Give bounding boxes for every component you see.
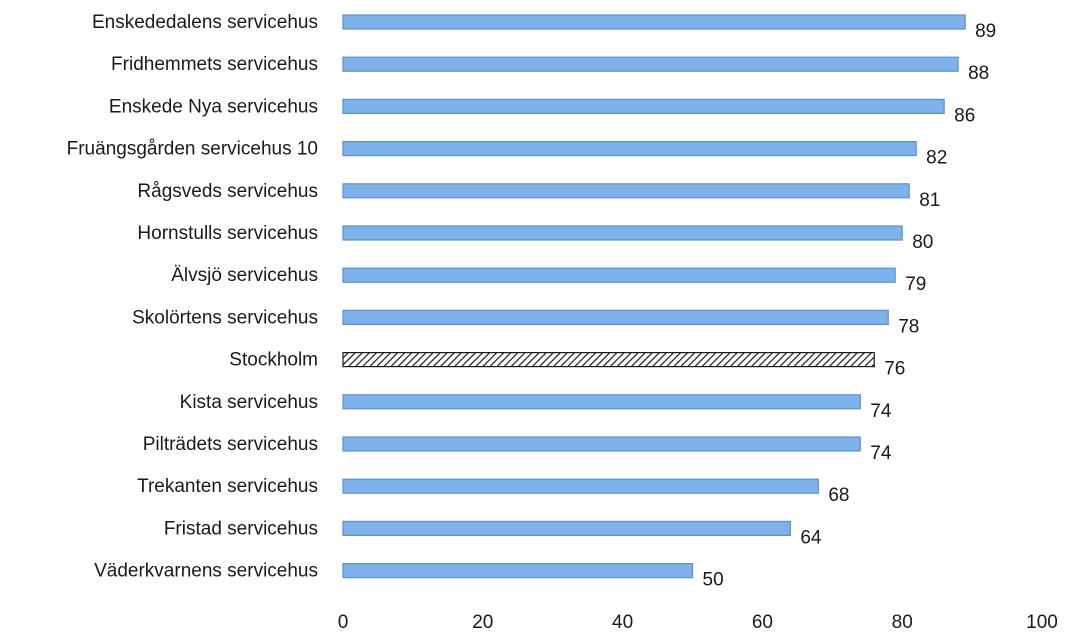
category-label-piltradets-servicehus: Pilträdets servicehus (143, 434, 318, 455)
category-label-hornstulls-servicehus: Hornstulls servicehus (137, 223, 318, 244)
category-label-alvsjo-servicehus: Älvsjö servicehus (171, 265, 318, 286)
category-label-vaderkvarnens-servicehus: Väderkvarnens servicehus (94, 561, 318, 582)
value-label-enskede-nya-servicehus: 86 (954, 105, 975, 126)
category-labels: Enskededalens servicehus Fridhemmets serv… (67, 12, 318, 582)
value-labels: 89 88 86 82 81 80 79 78 76 74 74 68 64 50 (703, 21, 997, 591)
bar-fristad-servicehus (342, 520, 791, 537)
bar-hornstulls-servicehus (342, 225, 903, 241)
value-label-trekanten-servicehus: 68 (828, 485, 849, 506)
category-label-fridhemmets-servicehus: Fridhemmets servicehus (111, 54, 318, 75)
bar-skolortens-servicehus (342, 309, 889, 325)
value-label-kista-servicehus: 74 (870, 401, 892, 422)
x-axis-ticks: 0 20 40 60 80 100 (338, 612, 1058, 633)
value-label-fristad-servicehus: 64 (800, 527, 822, 548)
value-label-piltradets-servicehus: 74 (870, 443, 892, 464)
value-label-fridhemmets-servicehus: 88 (968, 63, 989, 84)
category-label-stockholm: Stockholm (229, 350, 318, 371)
bar-fruangsgarden-servicehus-10 (342, 141, 917, 157)
value-label-hornstulls-servicehus: 80 (912, 232, 933, 253)
bar-stockholm (342, 352, 875, 368)
bar-vaderkvarnens-servicehus (342, 562, 694, 579)
category-label-ragsveds-servicehus: Rågsveds servicehus (137, 181, 318, 202)
bar-ragsveds-servicehus (342, 183, 910, 199)
bar-enskededalens-servicehus (342, 14, 966, 30)
category-label-enskede-nya-servicehus: Enskede Nya servicehus (109, 96, 318, 117)
bar-trekanten-servicehus (342, 478, 819, 494)
x-tick-label-40: 40 (612, 612, 633, 633)
value-label-ragsveds-servicehus: 81 (919, 190, 940, 211)
x-tick-label-20: 20 (472, 612, 493, 633)
category-label-enskededalens-servicehus: Enskededalens servicehus (92, 12, 318, 33)
x-tick-label-80: 80 (892, 612, 913, 633)
value-label-skolortens-servicehus: 78 (898, 316, 919, 337)
bar-alvsjo-servicehus (342, 267, 896, 283)
bar-enskede-nya-servicehus (342, 98, 945, 115)
x-tick-label-60: 60 (752, 612, 773, 633)
category-label-fristad-servicehus: Fristad servicehus (164, 518, 318, 539)
category-label-skolortens-servicehus: Skolörtens servicehus (132, 307, 318, 328)
x-tick-label-0: 0 (338, 612, 349, 633)
value-label-alvsjo-servicehus: 79 (905, 274, 926, 295)
category-label-kista-servicehus: Kista servicehus (180, 392, 318, 413)
bar-kista-servicehus (342, 394, 861, 410)
bar-fridhemmets-servicehus (342, 56, 959, 72)
category-label-trekanten-servicehus: Trekanten servicehus (137, 476, 318, 497)
value-label-fruangsgarden-servicehus-10: 82 (926, 148, 947, 169)
value-label-enskededalens-servicehus: 89 (975, 21, 996, 42)
bars-layer (342, 14, 966, 579)
x-tick-label-100: 100 (1026, 612, 1058, 633)
value-label-stockholm: 76 (884, 359, 905, 380)
category-label-fruangsgarden-servicehus-10: Fruängsgården servicehus 10 (67, 139, 318, 160)
bar-piltradets-servicehus (342, 436, 861, 452)
value-label-vaderkvarnens-servicehus: 50 (703, 570, 724, 591)
